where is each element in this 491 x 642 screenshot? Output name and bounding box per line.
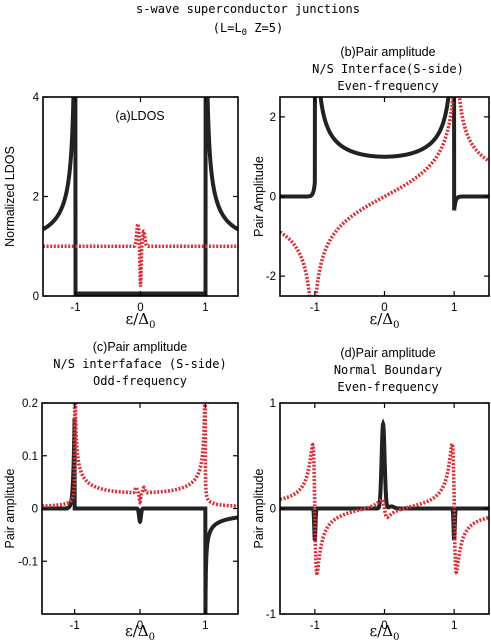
- y-tick-label: -0.1: [18, 556, 38, 568]
- panel-title-line: N/S interfaface (S-side): [53, 357, 226, 371]
- x-tick-label: 1: [202, 620, 208, 632]
- panel-title-line: Normal Boundary: [334, 363, 442, 377]
- x-tick-label: -1: [310, 620, 320, 632]
- y-tick-label: 0: [270, 192, 276, 204]
- y-axis-label: Pair amplitude: [3, 469, 17, 549]
- x-axis-label: ε/Δ0: [369, 310, 399, 331]
- panel-c: (c)Pair amplitude N/S interfaface (S-side…: [3, 340, 239, 642]
- x-tick-label: 1: [451, 302, 457, 314]
- plot-frame: [41, 402, 239, 615]
- y-tick-label: 0: [270, 504, 276, 516]
- y-tick-label: 0.2: [22, 398, 38, 410]
- y-axis-label: Normalized LDOS: [3, 146, 17, 247]
- y-tick-label: 2: [270, 112, 276, 124]
- panel-title-line: N/S Interface(S-side): [312, 62, 464, 76]
- y-tick-label: 0: [32, 504, 38, 516]
- panel-title-line: (d)Pair amplitude: [340, 346, 435, 360]
- y-tick-label: -1: [266, 609, 276, 621]
- x-axis-label: ε/Δ0: [125, 622, 155, 642]
- panel-title-line: (c)Pair amplitude: [93, 340, 188, 354]
- x-tick-label: 0: [381, 620, 387, 632]
- y-tick-label: 2: [33, 192, 39, 204]
- series-solid: [280, 418, 489, 541]
- panel-d: (d)Pair amplitude Normal Boundary Even-fre…: [252, 346, 490, 642]
- panel-title-line: Even-frequency: [337, 79, 438, 93]
- x-tick-label: 0: [137, 620, 143, 632]
- panel-title-line: Even-frequency: [337, 380, 438, 394]
- figure-params: (L=L0 Z=5): [213, 21, 283, 38]
- y-tick-label: 4: [33, 92, 40, 104]
- panel-b: (b)Pair amplitude N/S Interface(S-side) Ev…: [252, 45, 490, 331]
- figure-title: s-wave superconductor junctions: [136, 2, 360, 16]
- series-dotted: [280, 441, 489, 576]
- x-axis-label: ε/Δ0: [369, 622, 399, 642]
- y-axis-label: Pair amplitude: [252, 469, 266, 549]
- series-solid: [42, 417, 238, 614]
- panel-title-line: (a)LDOS: [115, 109, 164, 123]
- series-solid: [280, 97, 489, 211]
- y-tick-label: 0.1: [22, 451, 38, 463]
- x-axis-label: ε/Δ0: [125, 310, 155, 331]
- y-tick-label: 1: [270, 398, 276, 410]
- x-tick-label: 1: [451, 620, 457, 632]
- panel-a: (a)LDOS -1 0 1 0 2 4 ε/Δ0 Normalized LDOS: [3, 92, 239, 331]
- x-tick-label: -1: [70, 302, 80, 314]
- y-axis-label: Pair Amplitude: [252, 156, 266, 237]
- x-tick-label: 0: [381, 302, 387, 314]
- y-tick-label: 0: [33, 291, 39, 303]
- x-tick-label: -1: [70, 620, 80, 632]
- x-tick-label: 0: [137, 302, 143, 314]
- x-tick-label: 1: [202, 302, 208, 314]
- panel-title-line: Odd-frequency: [93, 374, 187, 388]
- series-dotted: [42, 403, 238, 508]
- panel-title-line: (b)Pair amplitude: [340, 45, 435, 59]
- series-dotted: [43, 221, 238, 287]
- x-tick-label: -1: [310, 302, 320, 314]
- y-tick-label: -2: [266, 271, 276, 283]
